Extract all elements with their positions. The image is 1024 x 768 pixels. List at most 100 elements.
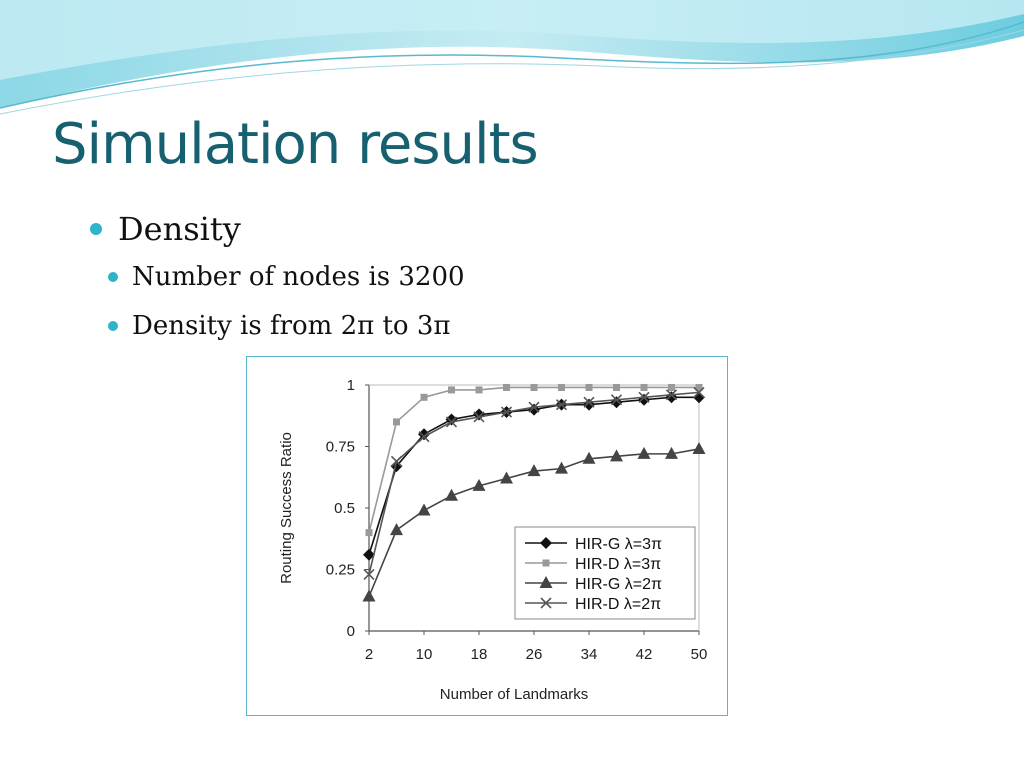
- x-tick-label: 26: [526, 646, 543, 663]
- data-point: [365, 529, 373, 537]
- x-tick-label: 10: [416, 646, 433, 663]
- data-point: [693, 391, 705, 404]
- bullet-dot-icon: [90, 223, 102, 235]
- legend-marker: [540, 597, 552, 609]
- data-point: [472, 478, 486, 491]
- x-marker-stroke: [540, 597, 552, 609]
- bullet-nodes: Number of nodes is 3200: [108, 262, 465, 292]
- data-point: [555, 399, 568, 411]
- x-marker-stroke: [610, 394, 623, 406]
- bullet-density: Density: [90, 210, 241, 248]
- data-point: [393, 418, 400, 426]
- x-marker-stroke: [555, 399, 568, 411]
- data-point: [363, 548, 375, 561]
- data-point: [390, 460, 403, 473]
- data-point: [665, 446, 678, 459]
- data-point: [637, 446, 651, 459]
- x-tick-label: 2: [365, 646, 373, 663]
- data-point: [362, 589, 376, 602]
- data-point: [445, 416, 458, 428]
- data-point: [527, 464, 541, 477]
- data-point: [528, 401, 540, 413]
- legend-marker: [542, 559, 550, 567]
- data-point: [475, 386, 483, 394]
- data-point: [558, 383, 565, 391]
- data-point: [448, 386, 455, 394]
- data-point: [555, 461, 568, 474]
- y-tick-label: 1: [347, 377, 355, 394]
- legend-label: HIR-D λ=3π: [575, 556, 661, 573]
- header-wave-line: [0, 21, 1024, 109]
- data-point: [665, 389, 678, 401]
- data-point: [582, 451, 596, 464]
- x-marker-stroke: [638, 391, 650, 403]
- data-point: [390, 455, 403, 467]
- series-3: [363, 386, 705, 580]
- bullet-dot-icon: [108, 321, 118, 331]
- data-point: [530, 383, 538, 391]
- legend-marker: [540, 537, 552, 549]
- legend-item: HIR-D λ=3π: [525, 556, 661, 573]
- data-point: [500, 471, 513, 484]
- x-tick-label: 18: [471, 646, 488, 663]
- x-marker-stroke: [363, 568, 375, 580]
- bullet-density-range: Density is from 2π to 3π: [108, 311, 450, 341]
- data-point: [503, 383, 510, 391]
- data-point: [610, 396, 623, 409]
- data-point: [610, 394, 623, 406]
- x-marker-stroke: [528, 401, 540, 413]
- data-point: [390, 523, 403, 536]
- legend-label: HIR-D λ=2π: [575, 596, 661, 613]
- header-wave-decoration: [0, 0, 1024, 115]
- data-point: [583, 398, 595, 411]
- y-tick-label: 0.25: [326, 562, 355, 579]
- data-point: [692, 441, 706, 454]
- data-point: [695, 383, 703, 391]
- x-marker-stroke: [583, 396, 595, 408]
- data-point: [418, 431, 430, 443]
- x-tick-label: 34: [581, 646, 598, 663]
- series-1: [365, 383, 703, 537]
- data-point: [613, 383, 620, 391]
- data-point: [638, 391, 650, 403]
- bullet-dot-icon: [108, 272, 118, 282]
- slide-title: Simulation results: [52, 112, 539, 177]
- legend-item: HIR-G λ=3π: [525, 536, 662, 553]
- data-point: [638, 393, 650, 406]
- x-marker-stroke: [665, 389, 678, 401]
- chart-frame: 0 0.25 0.5 0.75 1 2 10 18 26 34 42 50 Number of Land…: [246, 356, 728, 716]
- series-2: [362, 441, 706, 602]
- x-marker-stroke: [693, 386, 705, 398]
- data-point: [417, 503, 431, 516]
- data-point: [668, 383, 675, 391]
- x-axis-label: Number of Landmarks: [440, 686, 588, 703]
- header-wave-highlight: [0, 0, 1024, 80]
- x-marker-stroke: [445, 416, 458, 428]
- y-tick-label: 0.5: [334, 500, 355, 517]
- data-point: [363, 568, 375, 580]
- y-axis-label: Routing Success Ratio: [278, 432, 295, 584]
- data-point: [473, 408, 485, 421]
- legend: HIR-G λ=3π HIR-D λ=3π HIR-G λ=2π HIR-D λ=2π: [514, 526, 696, 620]
- bullet-text: Number of nodes is 3200: [132, 262, 465, 292]
- legend-marker: [539, 576, 553, 588]
- data-point: [665, 391, 678, 404]
- data-point: [445, 488, 458, 501]
- line-chart: 0 0.25 0.5 0.75 1 2 10 18 26 34 42 50 Number of Land…: [278, 377, 707, 703]
- y-tick-label: 0.75: [326, 439, 355, 456]
- data-point: [420, 393, 428, 401]
- data-point: [473, 411, 485, 423]
- legend-item: HIR-G λ=2π: [525, 576, 662, 593]
- x-marker-stroke: [473, 411, 485, 423]
- data-point: [583, 396, 595, 408]
- bullet-text: Density: [118, 210, 241, 248]
- header-wave-line-2: [0, 29, 1024, 115]
- x-tick-label: 42: [636, 646, 653, 663]
- data-point: [445, 413, 458, 426]
- data-point: [610, 449, 623, 462]
- data-point: [585, 383, 593, 391]
- bullet-text: Density is from 2π to 3π: [132, 311, 451, 341]
- data-point: [693, 386, 705, 398]
- legend-item: HIR-D λ=2π: [525, 596, 661, 613]
